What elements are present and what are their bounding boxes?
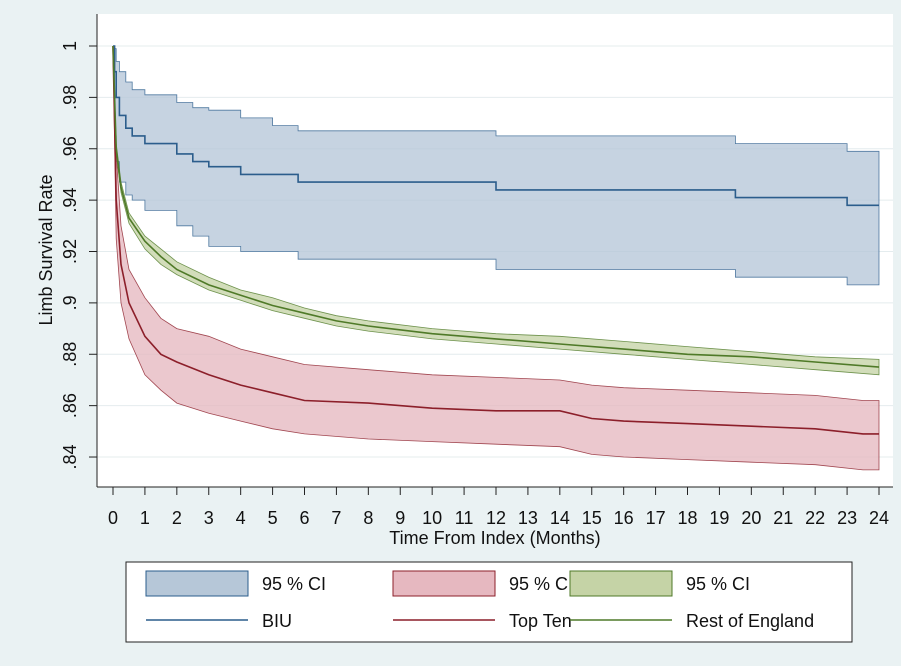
x-axis-title: Time From Index (Months) — [389, 528, 600, 548]
x-tick-label: 13 — [518, 508, 538, 528]
survival-line-biu — [113, 45, 879, 207]
x-tick-label: 11 — [455, 508, 474, 528]
x-tick-label: 21 — [773, 508, 793, 528]
x-tick-label: 1 — [140, 508, 150, 528]
x-tick-label: 8 — [363, 508, 373, 528]
x-tick-label: 7 — [331, 508, 341, 528]
legend-label-ci-top-ten: 95 % CI — [509, 574, 573, 594]
y-tick-label: 1 — [60, 41, 80, 51]
x-tick-label: 17 — [646, 508, 666, 528]
y-tick-label: .86 — [60, 393, 80, 418]
x-tick-label: 14 — [550, 508, 570, 528]
x-tick-label: 9 — [395, 508, 405, 528]
x-tick-label: 22 — [805, 508, 825, 528]
y-tick-label: .96 — [60, 136, 80, 161]
y-tick-label: .98 — [60, 85, 80, 110]
x-tick-label: 15 — [582, 508, 602, 528]
y-tick-label: .92 — [60, 239, 80, 264]
ci-band-biu — [113, 45, 880, 286]
y-tick-label: .88 — [60, 342, 80, 367]
survival-line-rest-of-england — [112, 45, 880, 368]
y-tick-label: .9 — [60, 295, 80, 310]
y-tick-label: .84 — [60, 445, 80, 470]
x-tick-label: 10 — [422, 508, 442, 528]
legend-label-rest-of-england: Rest of England — [686, 611, 814, 631]
legend: 95 % CI 95 % CI 95 % CI BIU Top Ten Rest of E… — [125, 561, 853, 643]
x-tick-label: 19 — [709, 508, 729, 528]
x-tick-label: 23 — [837, 508, 857, 528]
legend-label-top-ten: Top Ten — [509, 611, 572, 631]
legend-swatch-ci-biu — [145, 570, 249, 597]
x-tick-label: 20 — [741, 508, 761, 528]
x-tick-label: 6 — [299, 508, 309, 528]
legend-swatch-ci-top-ten — [392, 570, 496, 597]
survival-line-top-ten — [112, 45, 879, 435]
legend-label-biu: BIU — [262, 611, 292, 631]
x-tick-label: 12 — [486, 508, 506, 528]
x-tick-label: 18 — [677, 508, 697, 528]
legend-label-ci-biu: 95 % CI — [262, 574, 326, 594]
x-tick-label: 2 — [172, 508, 182, 528]
x-tick-label: 24 — [869, 508, 889, 528]
x-tick-label: 5 — [268, 508, 278, 528]
y-axis-title: Limb Survival Rate — [36, 174, 56, 325]
x-tick-label: 16 — [614, 508, 634, 528]
y-tick-label: .94 — [60, 188, 80, 213]
x-tick-label: 3 — [204, 508, 214, 528]
legend-swatch-ci-rest-of-england — [569, 570, 673, 597]
x-tick-label: 4 — [236, 508, 246, 528]
legend-label-ci-rest-of-england: 95 % CI — [686, 574, 750, 594]
axes: 1.98.96.94.92.9.88.86.840 1 2 3 4 5 6 7 8 9 10 11 12… — [60, 14, 893, 528]
survival-lines — [112, 45, 880, 435]
x-tick-label: 0 — [108, 508, 118, 528]
